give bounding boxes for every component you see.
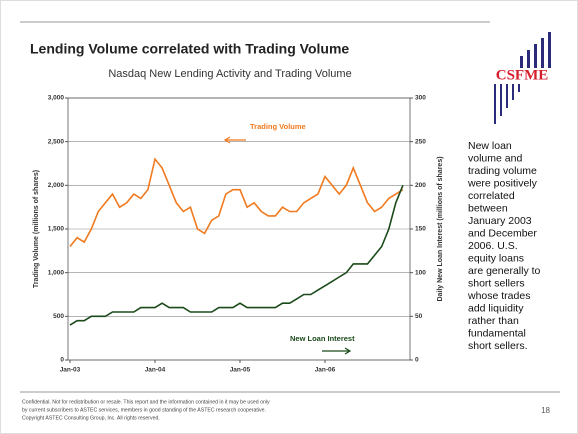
line-series: [69, 184, 404, 326]
side-text-line: fundamental: [468, 327, 526, 339]
side-text-line: add liquidity: [468, 302, 524, 314]
y-tick-label: 1,000: [48, 269, 65, 276]
annotation-arrow: [223, 136, 246, 144]
x-tick-label: Jan-03: [60, 367, 81, 374]
page-number: 18: [541, 406, 550, 415]
footer-line: Copyright ASTEC Consulting Group, Inc. A…: [22, 415, 160, 421]
logo-bars: [494, 32, 551, 124]
side-text-line: volume and: [468, 152, 522, 164]
y2-tick-label: 200: [415, 182, 426, 189]
side-text-line: were positively: [467, 177, 538, 189]
chart: 0 500 1,000 1,500 2,000 2,500 3,000 0 50 100 150 20…: [33, 95, 444, 374]
side-text-line: whose trades: [467, 290, 530, 302]
y-tick-label: 2,000: [48, 182, 65, 189]
series-annotation: Trading Volume: [250, 122, 306, 131]
side-text-line: 2006. U.S.: [468, 240, 518, 252]
footer: Confidential. Not for redistribution or …: [22, 399, 270, 421]
y-axis-label: Trading Volume (millions of shares): [33, 170, 40, 288]
y-tick-label: 0: [60, 357, 64, 364]
chart-subtitle: Nasdaq New Lending Activity and Trading …: [108, 68, 351, 80]
side-text-line: between: [468, 202, 508, 214]
side-text-line: correlated: [468, 190, 515, 202]
slide-title: Lending Volume correlated with Trading V…: [30, 41, 349, 57]
side-text-line: equity loans: [468, 252, 524, 264]
line-series: [69, 157, 404, 248]
side-text-line: rather than: [468, 315, 519, 327]
y2-tick-label: 100: [415, 269, 426, 276]
y2-tick-label: 300: [415, 95, 426, 102]
annotation-arrow: [322, 347, 352, 355]
side-text-line: short sellers: [468, 277, 525, 289]
logo-text: CSFME: [496, 67, 549, 83]
y2-tick-label: 250: [415, 138, 426, 145]
x-tick-label: Jan-06: [315, 367, 336, 374]
y2-tick-label: 50: [415, 313, 423, 320]
side-text-line: trading volume: [468, 165, 537, 177]
y-tick-label: 2,500: [48, 138, 65, 145]
side-text-line: New loan: [468, 140, 512, 152]
plot-frame: [67, 97, 411, 361]
side-text-line: short sellers.: [468, 340, 528, 352]
side-text-line: are generally to: [468, 265, 541, 277]
x-tick-label: Jan-04: [145, 367, 166, 374]
y-tick-label: 3,000: [48, 95, 65, 102]
series-annotation: New Loan Interest: [290, 334, 355, 343]
y-tick-label: 1,500: [48, 226, 65, 233]
footer-line: Confidential. Not for redistribution or …: [22, 399, 270, 405]
side-text-line: and December: [468, 227, 537, 239]
x-tick-label: Jan-05: [230, 367, 251, 374]
y2-tick-label: 150: [415, 226, 426, 233]
footer-line: by current subscribers to ASTEC services…: [22, 407, 266, 413]
y-tick-label: 500: [53, 313, 64, 320]
y2-tick-label: 0: [415, 357, 419, 364]
side-text-line: January 2003: [468, 215, 532, 227]
y2-axis-label: Daily New Loan Interest (millions of sha…: [437, 156, 444, 301]
